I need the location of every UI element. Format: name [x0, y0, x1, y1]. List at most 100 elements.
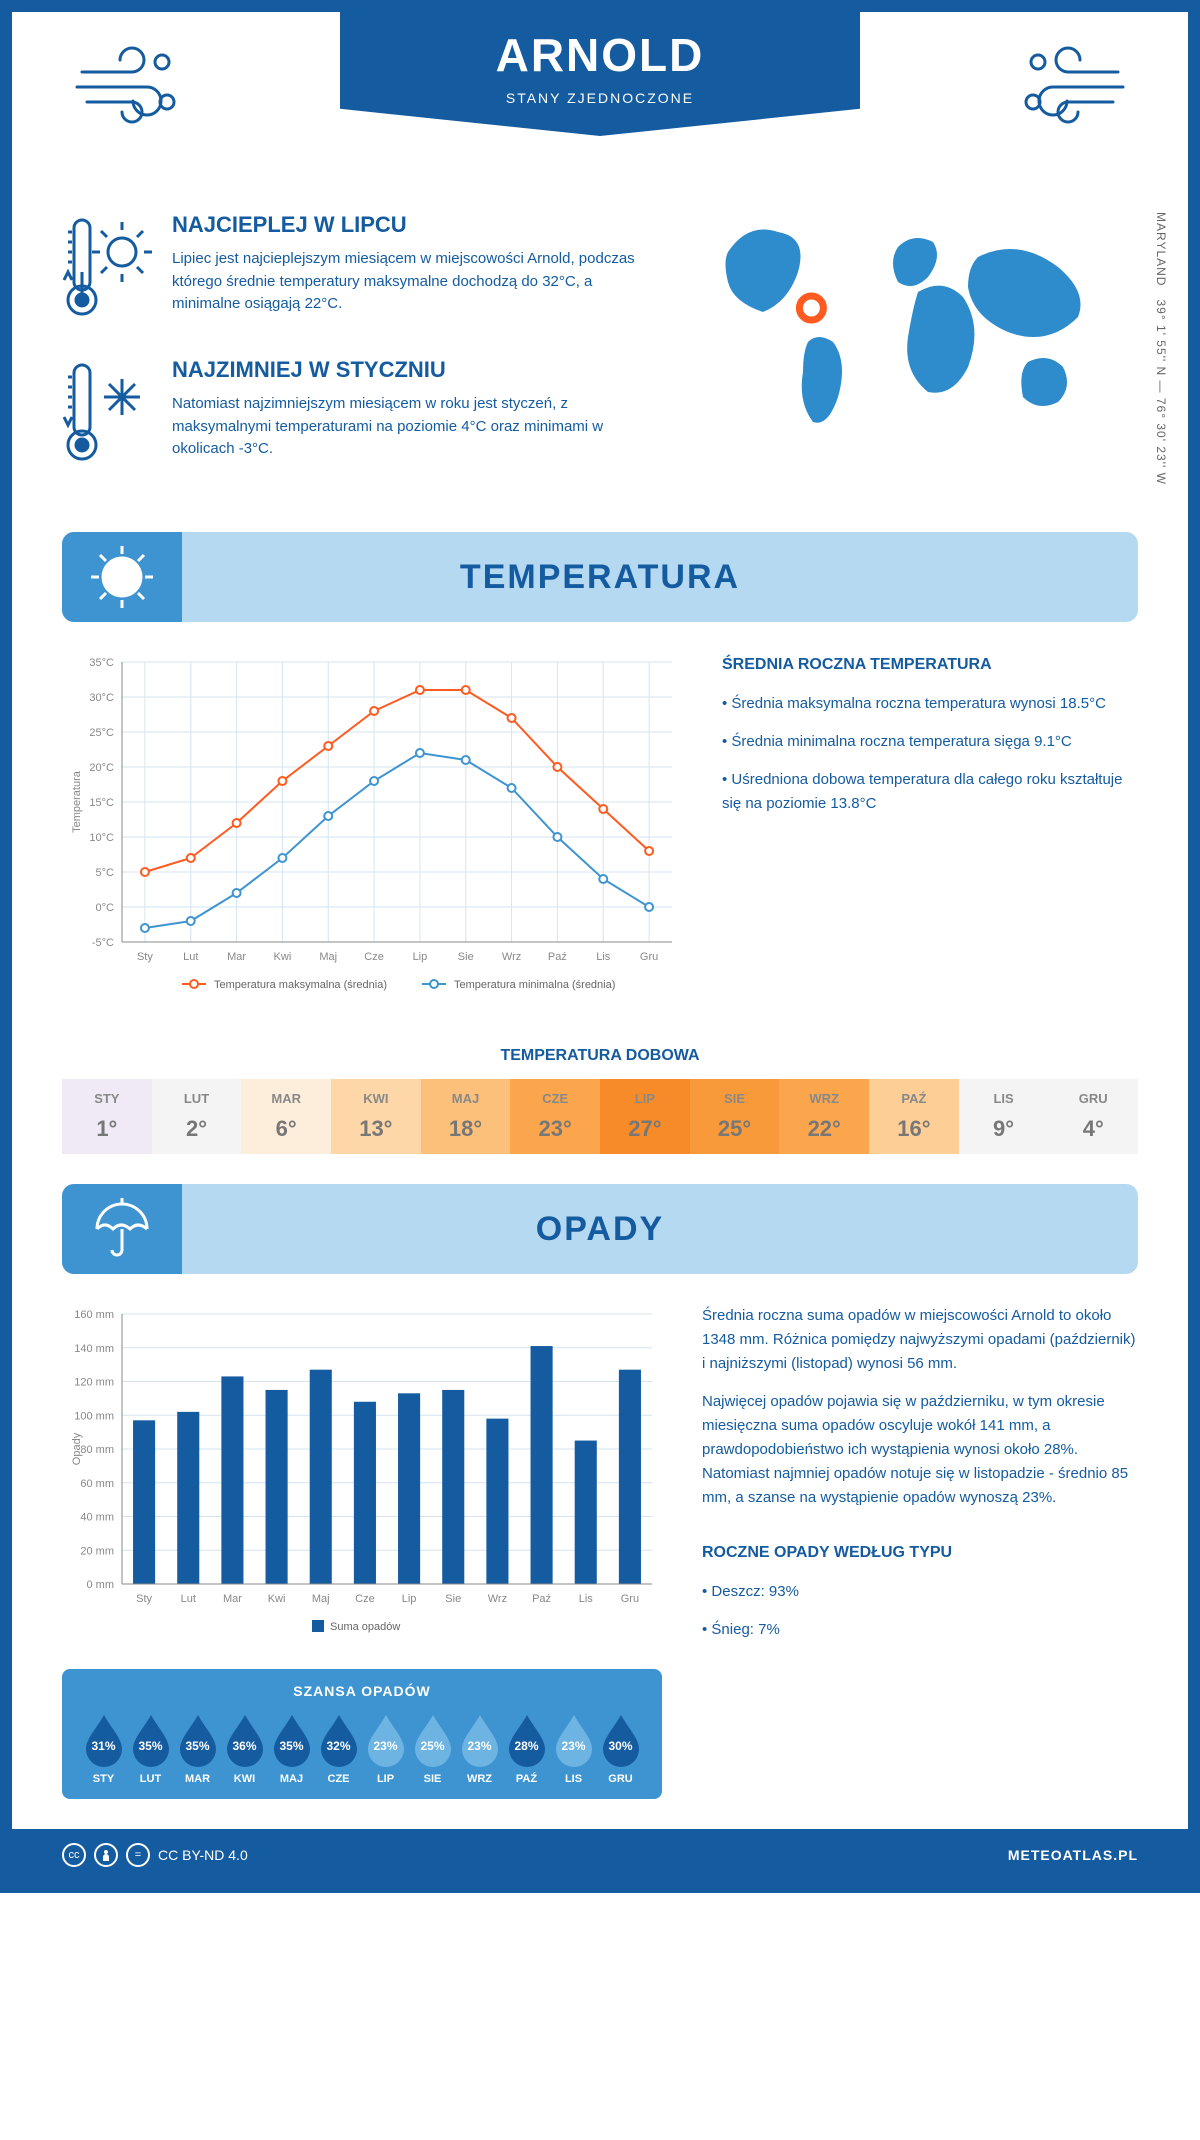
svg-text:Paź: Paź: [532, 1593, 551, 1605]
chance-drop: 23%LIS: [550, 1713, 597, 1785]
svg-text:Temperatura minimalna (średnia: Temperatura minimalna (średnia): [454, 979, 615, 991]
section-header-precipitation: OPADY: [62, 1184, 1138, 1274]
svg-text:Maj: Maj: [312, 1593, 330, 1605]
temperature-summary: ŚREDNIA ROCZNA TEMPERATURA • Średnia mak…: [722, 652, 1138, 1017]
chance-drop: 23%LIP: [362, 1713, 409, 1785]
svg-text:120 mm: 120 mm: [74, 1377, 114, 1389]
chance-drop: 32%CZE: [315, 1713, 362, 1785]
temp-cell: LIS9°: [959, 1079, 1049, 1154]
svg-text:Lip: Lip: [402, 1593, 417, 1605]
svg-text:Sie: Sie: [458, 951, 474, 963]
svg-text:Temperatura: Temperatura: [71, 770, 83, 833]
temp-bullet: • Uśredniona dobowa temperatura dla całe…: [722, 768, 1138, 816]
warm-title: NAJCIEPLEJ W LIPCU: [172, 212, 638, 238]
cc-icon: cc: [62, 1843, 86, 1867]
chance-drop: 23%WRZ: [456, 1713, 503, 1785]
svg-text:60 mm: 60 mm: [80, 1478, 114, 1490]
svg-text:Opady: Opady: [71, 1432, 83, 1465]
temp-cell: LIP27°: [600, 1079, 690, 1154]
svg-text:Lis: Lis: [596, 951, 611, 963]
wind-icon: [1008, 42, 1128, 137]
chance-drop: 35%LUT: [127, 1713, 174, 1785]
svg-text:160 mm: 160 mm: [74, 1309, 114, 1321]
svg-text:30°C: 30°C: [89, 692, 114, 704]
svg-text:Kwi: Kwi: [274, 951, 292, 963]
chance-drop: 36%KWI: [221, 1713, 268, 1785]
temp-cell: CZE23°: [510, 1079, 600, 1154]
svg-text:Cze: Cze: [364, 951, 384, 963]
world-map: MARYLAND 39° 1' 55'' N — 76° 30' 23'' W: [678, 212, 1138, 502]
svg-text:35°C: 35°C: [89, 657, 114, 669]
temp-cell: PAŹ16°: [869, 1079, 959, 1154]
temp-bullet: • Średnia minimalna roczna temperatura s…: [722, 730, 1138, 754]
chance-drop: 30%GRU: [597, 1713, 644, 1785]
chance-drop: 25%SIE: [409, 1713, 456, 1785]
svg-text:Sty: Sty: [137, 951, 153, 963]
chance-drop: 28%PAŹ: [503, 1713, 550, 1785]
svg-text:20°C: 20°C: [89, 762, 114, 774]
svg-text:Sty: Sty: [136, 1593, 152, 1605]
chance-drop: 35%MAR: [174, 1713, 221, 1785]
temp-cell: KWI13°: [331, 1079, 421, 1154]
cc-by-icon: [94, 1843, 118, 1867]
umbrella-icon: [62, 1184, 182, 1274]
svg-text:-5°C: -5°C: [92, 937, 114, 949]
svg-text:Mar: Mar: [223, 1593, 242, 1605]
header: ARNOLD STANY ZJEDNOCZONE: [62, 12, 1138, 192]
svg-text:5°C: 5°C: [96, 867, 115, 879]
svg-text:Lut: Lut: [183, 951, 198, 963]
precipitation-summary: Średnia roczna suma opadów w miejscowośc…: [702, 1304, 1138, 1799]
chance-drop: 35%MAJ: [268, 1713, 315, 1785]
temp-cell: STY1°: [62, 1079, 152, 1154]
coords-label: MARYLAND 39° 1' 55'' N — 76° 30' 23'' W: [1154, 212, 1168, 485]
footer: cc = CC BY-ND 4.0 METEOATLAS.PL: [12, 1829, 1188, 1881]
thermometer-sun-icon: [62, 212, 152, 327]
temperature-line-chart: -5°C 0°C 5°C 10°C 15°C 20°C 25°C 30°C 35°C Sty Lut…: [62, 652, 682, 1017]
warm-text: Lipiec jest najcieplejszym miesiącem w m…: [172, 248, 638, 316]
temp-cell: GRU4°: [1048, 1079, 1138, 1154]
svg-text:Maj: Maj: [319, 951, 337, 963]
svg-text:100 mm: 100 mm: [74, 1410, 114, 1422]
page-subtitle: STANY ZJEDNOCZONE: [340, 90, 860, 106]
chance-drop: 31%STY: [80, 1713, 127, 1785]
temp-cell: WRZ22°: [779, 1079, 869, 1154]
svg-text:Wrz: Wrz: [488, 1593, 507, 1605]
temp-bullet: • Średnia maksymalna roczna temperatura …: [722, 692, 1138, 716]
svg-text:80 mm: 80 mm: [80, 1444, 114, 1456]
sun-icon: [62, 532, 182, 622]
svg-text:Lip: Lip: [413, 951, 428, 963]
temp-cell: MAR6°: [241, 1079, 331, 1154]
svg-text:10°C: 10°C: [89, 832, 114, 844]
title-ribbon: ARNOLD STANY ZJEDNOCZONE: [340, 0, 860, 136]
svg-text:0°C: 0°C: [96, 902, 115, 914]
cold-block: NAJZIMNIEJ W STYCZNIU Natomiast najzimni…: [62, 357, 638, 472]
svg-text:Sie: Sie: [445, 1593, 461, 1605]
svg-text:0 mm: 0 mm: [87, 1579, 115, 1591]
svg-text:Kwi: Kwi: [268, 1593, 286, 1605]
cc-nd-icon: =: [126, 1843, 150, 1867]
wind-icon: [72, 42, 192, 137]
page-title: ARNOLD: [340, 28, 860, 82]
svg-text:Lis: Lis: [579, 1593, 594, 1605]
thermometer-snow-icon: [62, 357, 152, 472]
warm-block: NAJCIEPLEJ W LIPCU Lipiec jest najcieple…: [62, 212, 638, 327]
svg-text:Gru: Gru: [621, 1593, 639, 1605]
svg-text:40 mm: 40 mm: [80, 1512, 114, 1524]
svg-text:Wrz: Wrz: [502, 951, 521, 963]
site-label: METEOATLAS.PL: [1008, 1847, 1138, 1863]
svg-text:Gru: Gru: [640, 951, 658, 963]
cold-title: NAJZIMNIEJ W STYCZNIU: [172, 357, 638, 383]
temp-cell: MAJ18°: [421, 1079, 511, 1154]
svg-text:20 mm: 20 mm: [80, 1545, 114, 1557]
temp-cell: SIE25°: [690, 1079, 780, 1154]
svg-text:15°C: 15°C: [89, 797, 114, 809]
daily-temperature-table: TEMPERATURA DOBOWA STY1°LUT2°MAR6°KWI13°…: [62, 1047, 1138, 1154]
svg-text:Mar: Mar: [227, 951, 246, 963]
svg-text:25°C: 25°C: [89, 727, 114, 739]
temp-cell: LUT2°: [152, 1079, 242, 1154]
svg-text:Paź: Paź: [548, 951, 567, 963]
section-header-temperature: TEMPERATURA: [62, 532, 1138, 622]
cold-text: Natomiast najzimniejszym miesiącem w rok…: [172, 393, 638, 461]
svg-text:Temperatura maksymalna (średni: Temperatura maksymalna (średnia): [214, 979, 387, 991]
precipitation-bar-chart: 0 mm20 mm40 mm60 mm80 mm100 mm120 mm140 …: [62, 1304, 662, 1649]
